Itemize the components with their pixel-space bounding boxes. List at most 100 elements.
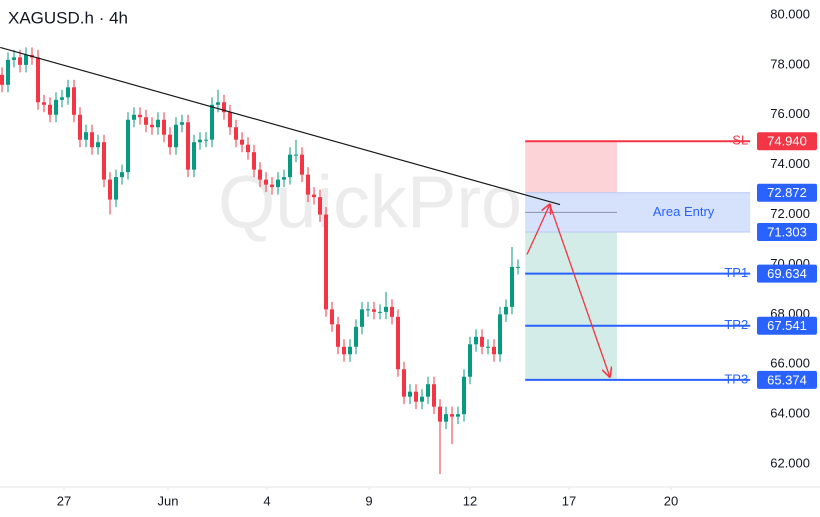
candle-body — [95, 142, 100, 148]
price-tag — [757, 183, 817, 202]
candle-body — [486, 346, 491, 348]
candle-body — [293, 154, 298, 156]
x-tick-label: 20 — [664, 493, 678, 508]
candle-body — [227, 112, 232, 128]
trendline — [0, 46, 561, 206]
candle-body — [149, 124, 154, 128]
candle-body — [0, 74, 4, 85]
y-tick-label: 64.000 — [770, 406, 810, 421]
candle-body — [317, 197, 322, 215]
candle-body — [191, 142, 196, 170]
candle-body — [125, 119, 130, 173]
price-tag — [757, 222, 817, 241]
price-tag-label: 69.634 — [767, 266, 807, 281]
candle-body — [59, 97, 64, 100]
candle-body — [335, 324, 340, 347]
candle-body — [462, 376, 467, 415]
watermark: QuickPro — [218, 161, 522, 244]
candle-body — [185, 122, 190, 170]
candle-body — [341, 346, 346, 355]
y-tick-label: 72.000 — [770, 206, 810, 221]
y-tick-label: 74.000 — [770, 156, 810, 171]
candle-body — [77, 114, 82, 140]
price-tag-label: 71.303 — [767, 224, 807, 239]
candle-body — [221, 102, 226, 113]
candle-body — [305, 174, 310, 195]
y-tick-label: 62.000 — [770, 455, 810, 470]
sl-zone — [525, 141, 618, 193]
candle-body — [389, 306, 394, 317]
x-tick-label: Jun — [158, 493, 179, 508]
candle-body — [233, 127, 238, 140]
candle-body — [5, 59, 10, 85]
candle-body — [498, 314, 503, 355]
candle-body — [275, 179, 280, 188]
candle-body — [311, 194, 316, 198]
candle-body — [107, 179, 112, 200]
candle-body — [480, 336, 485, 347]
candle-body — [173, 124, 178, 148]
candle-body — [23, 54, 28, 65]
candle-body — [143, 117, 148, 125]
level-name: TP1 — [724, 265, 748, 280]
candle-body — [11, 57, 16, 60]
x-tick-label: 27 — [57, 493, 71, 508]
candle-body — [371, 309, 376, 312]
plot: SL TP1 TP2 TP3 — [0, 46, 751, 475]
price-tag — [757, 316, 817, 335]
candle-body — [167, 134, 172, 148]
candle-body — [438, 406, 443, 422]
candle-body — [420, 396, 425, 402]
candle-body — [450, 414, 455, 417]
level-name: SL — [732, 133, 748, 148]
candle-body — [468, 344, 473, 377]
candle-body — [347, 346, 352, 355]
candle-body — [47, 104, 52, 115]
candle-body — [65, 87, 70, 98]
candle-body — [377, 311, 382, 313]
candle-body — [365, 309, 370, 311]
candle-body — [257, 169, 262, 180]
candle-body — [71, 87, 76, 115]
chart-title: XAGUSD.h · 4h — [8, 8, 128, 27]
candle-body — [215, 102, 220, 105]
candle-body — [353, 326, 358, 347]
candle-body — [492, 346, 497, 355]
candle-body — [239, 139, 244, 145]
candle-body — [359, 309, 364, 327]
candle-body — [245, 144, 250, 153]
y-tick-label: 76.000 — [770, 106, 810, 121]
level-name: TP2 — [724, 317, 748, 332]
y-tick-label: 66.000 — [770, 356, 810, 371]
x-tick-label: 12 — [463, 493, 477, 508]
candle-body — [299, 154, 304, 175]
candle-body — [329, 309, 334, 325]
price-tag — [757, 132, 817, 151]
candle-body — [395, 316, 400, 370]
candle-body — [383, 306, 388, 312]
candle-body — [119, 172, 124, 178]
arrow — [549, 204, 610, 377]
candle-body — [456, 414, 461, 417]
x-tick-label: 9 — [365, 493, 372, 508]
candle-body — [137, 114, 142, 118]
candle-body — [179, 122, 184, 125]
candle-body — [35, 57, 40, 103]
candle-body — [203, 139, 208, 141]
candle-body — [53, 99, 58, 115]
arrow — [526, 205, 550, 255]
candle-body — [408, 391, 412, 397]
candle-body — [510, 266, 515, 307]
candle-body — [263, 179, 268, 185]
candle-body — [197, 139, 202, 143]
zones: Area Entry — [525, 141, 751, 380]
candle-body — [516, 266, 521, 268]
x-tick-label: 17 — [562, 493, 576, 508]
price-tag-label: 67.541 — [767, 318, 807, 333]
price-tag — [757, 264, 817, 283]
price-tag-label: 65.374 — [767, 372, 807, 387]
candle-body — [155, 119, 160, 128]
price-tag — [757, 370, 817, 389]
candle-body — [504, 306, 509, 315]
